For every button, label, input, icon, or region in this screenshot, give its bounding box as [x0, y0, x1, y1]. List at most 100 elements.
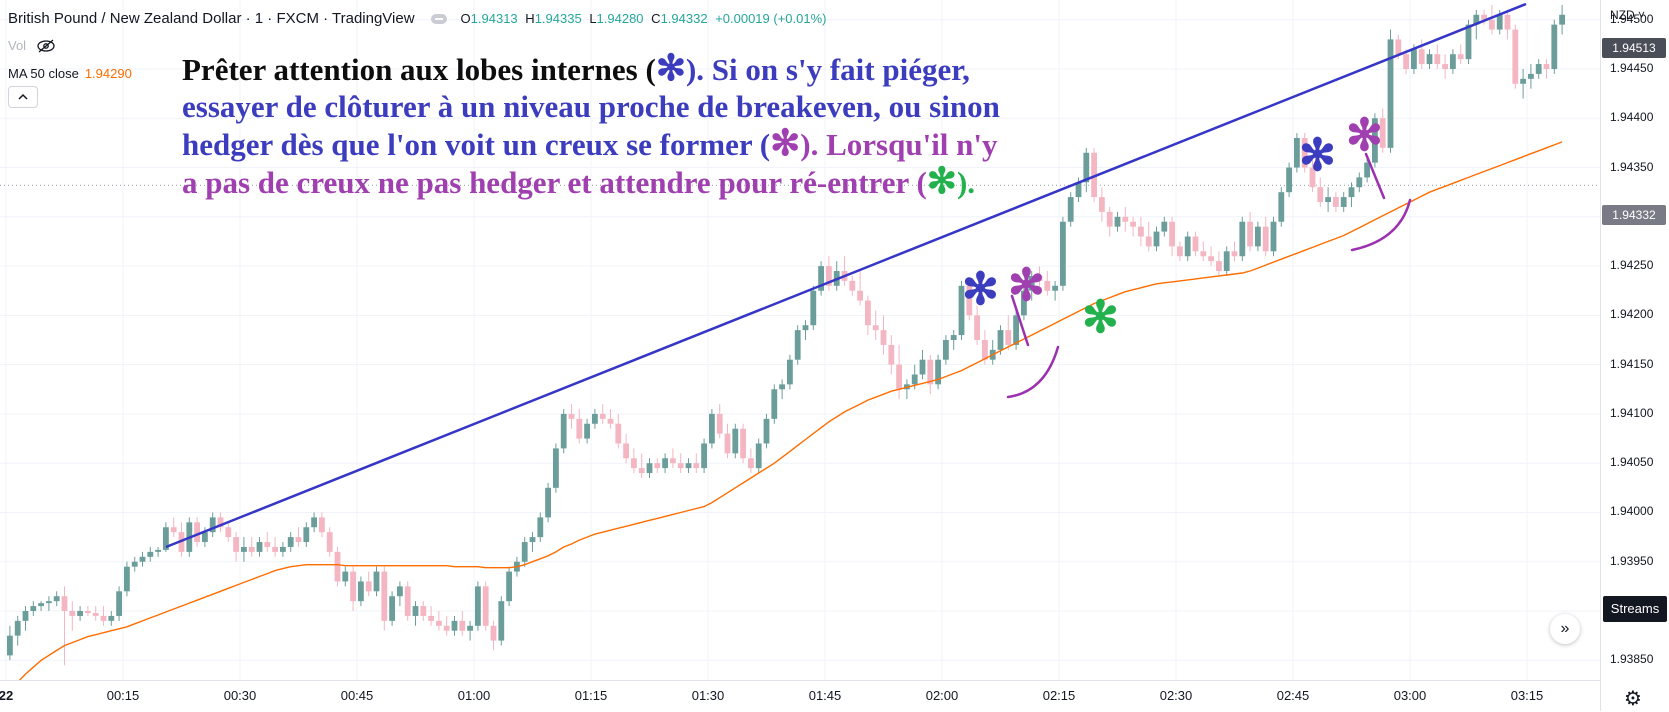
price-tick-label: 1.93950 [1610, 553, 1654, 568]
candle-down [888, 344, 895, 365]
candle-up [498, 601, 505, 641]
candle-down [459, 620, 466, 631]
price-axis[interactable] [1600, 0, 1669, 711]
candle-down [381, 571, 388, 621]
candle-down [1262, 226, 1269, 252]
candle-up [241, 546, 247, 552]
candle-down [826, 266, 832, 286]
gear-icon[interactable]: ⚙ [1624, 688, 1642, 710]
candle-down [1177, 246, 1183, 257]
candle-down [1036, 275, 1043, 281]
candle-up [997, 330, 1004, 350]
open-value: 1.94313 [470, 11, 518, 26]
candle-up [521, 542, 528, 562]
candle-up [1364, 162, 1370, 178]
time-tick-label: 01:00 [457, 688, 491, 703]
candle-up [560, 413, 567, 449]
candle-down [740, 428, 746, 459]
purple-stroke-2 [1364, 152, 1386, 200]
candle-down [319, 517, 325, 533]
change-value: +0.00019 (+0.01%) [715, 11, 827, 26]
chart-asterisk-blue-1: ✻ [962, 265, 999, 314]
candle-up [389, 596, 395, 621]
candle-up [545, 487, 551, 518]
candle-down [623, 443, 629, 459]
candle-down [1418, 49, 1425, 65]
streams-button[interactable]: Streams [1603, 596, 1667, 622]
candle-up [22, 611, 29, 621]
purple-curve-2 [1350, 198, 1412, 252]
candle-up [787, 359, 793, 385]
eye-hidden-icon[interactable] [36, 39, 56, 53]
candle-up [1528, 73, 1534, 79]
candle-up [755, 443, 762, 469]
candle-up [397, 586, 403, 597]
candle-up [14, 620, 21, 636]
volume-legend[interactable]: Vol [8, 38, 56, 53]
candle-down [576, 418, 583, 439]
candle-up [38, 603, 44, 607]
market-status-icon [430, 13, 447, 24]
candle-down [1005, 330, 1012, 345]
price-chart[interactable] [0, 0, 1600, 680]
ma-legend[interactable]: MA 50 close 1.94290 [8, 66, 132, 81]
candle-up [529, 537, 536, 543]
candle-up [1551, 24, 1558, 69]
candle-down [1309, 167, 1316, 188]
symbol-title[interactable]: British Pound / New Zealand Dollar · 1 ·… [8, 10, 415, 27]
candle-down [1200, 251, 1207, 257]
candle-down [638, 468, 645, 474]
candle-up [1450, 54, 1456, 69]
candle-down [1512, 29, 1519, 84]
time-tick-label: 02:30 [1159, 688, 1193, 703]
candle-down [607, 418, 614, 424]
low-value: 1.94280 [596, 11, 644, 26]
scroll-to-realtime-button[interactable]: » [1550, 614, 1580, 644]
chevron-up-icon [18, 93, 28, 100]
ma50-line [18, 141, 1563, 680]
candle-up [1052, 285, 1058, 291]
candle-up [467, 625, 473, 631]
collapse-legend-button[interactable] [8, 86, 38, 108]
candle-up [1075, 182, 1082, 198]
candle-down [248, 546, 255, 552]
time-tick-label: 01:45 [808, 688, 842, 703]
candle-up [1060, 221, 1066, 286]
candle-down [1247, 221, 1253, 247]
candle-down [880, 330, 887, 345]
ma-label: MA 50 close [8, 66, 79, 81]
candle-down [927, 359, 934, 385]
candle-up [1372, 118, 1378, 163]
candle-up [810, 290, 817, 326]
candle-up [958, 285, 965, 336]
candle-down [490, 625, 497, 641]
candle-up [412, 606, 419, 616]
candle-up [1278, 192, 1285, 222]
candle-down [865, 300, 871, 326]
candle-down [982, 340, 988, 360]
candle-up [280, 546, 286, 552]
green-asterisk-icon: ✻ [926, 161, 957, 201]
candle-down [1457, 54, 1464, 60]
candle-up [1473, 14, 1480, 25]
candle-up [709, 413, 715, 444]
candle-up [1083, 152, 1090, 183]
time-axis[interactable] [0, 680, 1600, 712]
candle-up [116, 591, 122, 616]
currency-selector[interactable]: NZD ˅ [1610, 8, 1645, 22]
high-label: H [525, 11, 535, 26]
candle-down [1106, 211, 1113, 227]
candle-up [763, 418, 770, 444]
price-tick-label: 1.94400 [1610, 110, 1654, 125]
purple-asterisk-icon: ✻ [770, 123, 801, 163]
close-value: 1.94332 [660, 11, 708, 26]
candle-down [170, 527, 177, 533]
candle-up [287, 537, 294, 547]
price-tick-label: 1.94350 [1610, 159, 1654, 174]
price-tick-label: 1.93850 [1610, 652, 1654, 667]
candle-down [194, 522, 200, 543]
candle-up [1496, 14, 1503, 30]
candle-up [1114, 216, 1121, 227]
candle-up [30, 606, 37, 612]
chart-asterisk-blue-2: ✻ [1299, 131, 1336, 180]
